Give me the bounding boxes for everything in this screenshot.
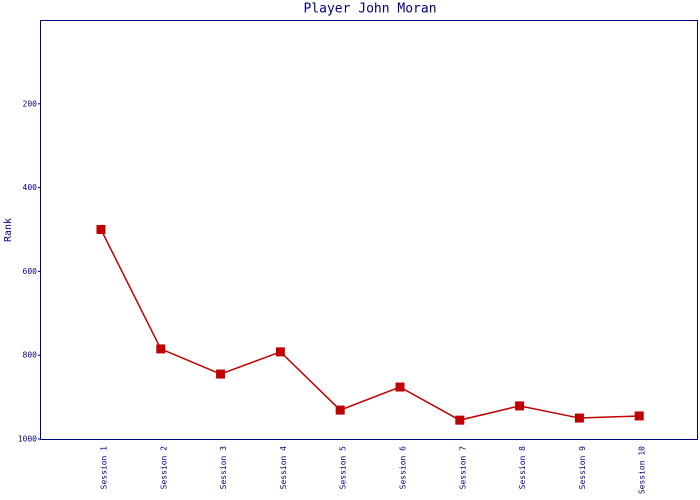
x-tick-label: Session 1 — [100, 446, 109, 490]
x-tick-label: Session 10 — [638, 446, 647, 494]
data-point — [634, 411, 644, 421]
data-point — [515, 401, 525, 411]
x-tick-label: Session 8 — [518, 446, 527, 490]
data-point — [96, 225, 106, 234]
data-point — [574, 413, 584, 423]
data-point — [335, 405, 345, 415]
x-tick-label: Session 5 — [339, 446, 348, 490]
data-point — [395, 382, 405, 392]
y-axis-label: Rank — [3, 218, 14, 242]
y-tick-label: 400 — [23, 183, 38, 192]
x-tick-label: Session 6 — [399, 446, 408, 490]
series-line — [100, 229, 640, 421]
data-point — [455, 415, 465, 425]
y-tick-label: 200 — [23, 99, 38, 108]
x-tick-label: Session 7 — [458, 446, 467, 490]
data-point — [156, 344, 166, 354]
y-tick-label: 1000 — [18, 435, 37, 444]
x-tick-label: Session 3 — [219, 446, 228, 490]
y-tick-label: 600 — [23, 267, 38, 276]
data-point — [216, 369, 226, 379]
data-point — [275, 347, 285, 357]
y-tick-label: 800 — [23, 351, 38, 360]
x-tick-label: Session 9 — [578, 446, 587, 490]
chart-title: Player John Moran — [303, 2, 436, 17]
x-tick-label: Session 4 — [279, 446, 288, 490]
plot-frame — [40, 20, 698, 440]
x-tick-label: Session 2 — [159, 446, 168, 490]
